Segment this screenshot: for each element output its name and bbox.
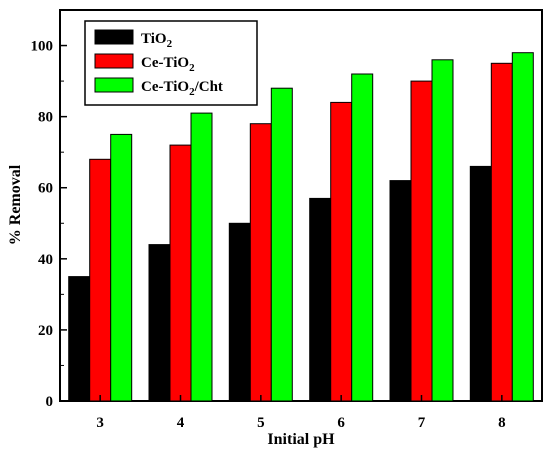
x-tick-label: 8 (498, 415, 506, 431)
bar-series1-ph5 (228, 222, 251, 402)
plot-frame (59, 9, 543, 402)
bar-series3-ph5 (270, 87, 293, 402)
x-axis-label: Initial pH (267, 431, 335, 448)
x-tick-label: 7 (418, 415, 426, 431)
x-tick-label: 5 (257, 415, 265, 431)
bar-series2-ph4 (169, 144, 192, 402)
legend: TiO2 Ce-TiO2 Ce-TiO2/Cht (84, 20, 258, 106)
legend-label-series1: TiO2 (141, 31, 173, 50)
bar-series2-ph7 (410, 80, 433, 402)
bar-series3-ph7 (431, 59, 454, 402)
legend-label-series2: Ce-TiO2 (141, 55, 195, 74)
bar-series2-ph5 (249, 123, 272, 402)
bar-series2-ph6 (330, 101, 353, 402)
x-tick-label: 4 (177, 415, 185, 431)
legend-swatch-series1 (94, 29, 134, 45)
legend-swatch-series2 (94, 53, 134, 69)
bar-series3-ph8 (511, 52, 534, 402)
bar-series3-ph3 (110, 133, 133, 402)
bar-series1-ph6 (309, 197, 332, 402)
y-tick-label: 20 (38, 323, 53, 339)
y-axis-label: % Removal (7, 164, 24, 245)
y-tick-label: 80 (38, 110, 53, 126)
bars-group (68, 52, 534, 402)
bar-series2-ph3 (89, 158, 112, 402)
x-tick-label: 6 (337, 415, 345, 431)
y-axis-ticks: 0 20 40 60 80 100 (31, 39, 67, 410)
bar-series2-ph8 (490, 62, 513, 402)
bar-series1-ph8 (469, 165, 492, 402)
bar-series1-ph3 (68, 276, 91, 402)
bar-series3-ph6 (351, 73, 374, 402)
x-axis-ticks: 3 4 5 6 7 8 (96, 395, 506, 431)
x-tick-label: 3 (96, 415, 104, 431)
legend-swatch-series3 (94, 77, 134, 93)
y-tick-label: 40 (38, 252, 53, 268)
bar-series1-ph7 (389, 180, 412, 402)
bar-series3-ph4 (190, 112, 213, 402)
legend-label-series3: Ce-TiO2/Cht (141, 79, 223, 98)
y-tick-label: 60 (38, 181, 53, 197)
bar-series1-ph4 (148, 244, 171, 402)
y-tick-label: 0 (46, 394, 54, 410)
y-tick-label: 100 (31, 39, 54, 55)
